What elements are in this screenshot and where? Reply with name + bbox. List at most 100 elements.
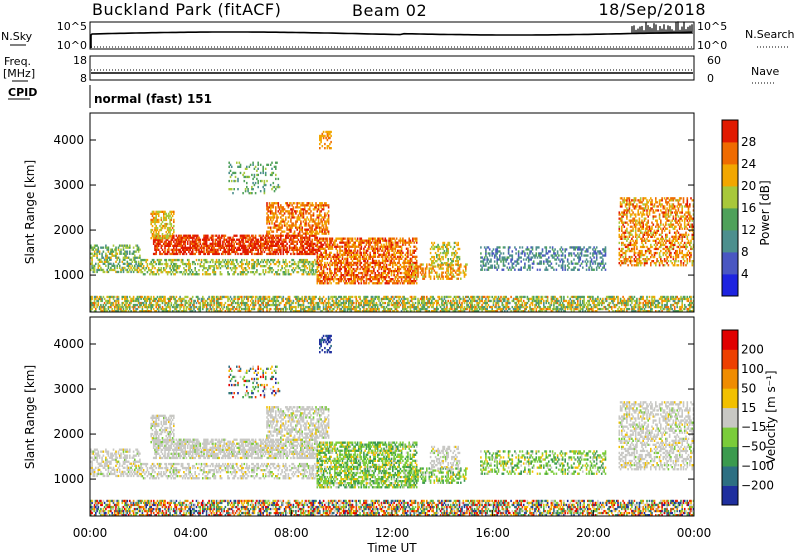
power-cell bbox=[374, 251, 376, 254]
power-cell bbox=[651, 225, 653, 228]
power-cell bbox=[309, 212, 311, 215]
power-cell bbox=[287, 220, 290, 223]
power-cell bbox=[252, 265, 254, 268]
power-cell bbox=[325, 224, 327, 227]
power-cell bbox=[326, 226, 329, 229]
power-cell bbox=[587, 254, 589, 257]
power-cell bbox=[212, 236, 214, 239]
power-cell bbox=[195, 250, 198, 254]
power-cell bbox=[116, 266, 118, 270]
power-cell bbox=[673, 207, 676, 210]
power-cell bbox=[453, 245, 456, 249]
power-cell bbox=[629, 221, 632, 224]
power-cell bbox=[209, 273, 212, 276]
power-cell bbox=[389, 263, 392, 267]
power-cell bbox=[639, 264, 642, 267]
power-cell bbox=[629, 231, 632, 234]
power-cell bbox=[205, 260, 208, 264]
power-cell bbox=[97, 264, 100, 267]
power-cell bbox=[592, 254, 594, 257]
power-cell bbox=[561, 252, 564, 255]
power-cell bbox=[594, 260, 597, 263]
power-cell bbox=[555, 268, 558, 271]
power-cell bbox=[203, 242, 205, 245]
power-cell bbox=[634, 225, 637, 228]
power-cell bbox=[175, 242, 178, 245]
power-cell bbox=[205, 271, 208, 274]
power-cell bbox=[282, 252, 285, 256]
power-cell bbox=[212, 240, 214, 243]
power-cell bbox=[264, 260, 267, 264]
power-cell bbox=[334, 243, 336, 246]
power-cell bbox=[208, 250, 210, 254]
power-cell bbox=[283, 262, 286, 266]
power-cell bbox=[154, 244, 156, 247]
power-cell bbox=[322, 243, 325, 246]
power-cell bbox=[668, 203, 671, 206]
power-cell bbox=[400, 257, 403, 260]
power-cell bbox=[368, 282, 370, 285]
power-cell bbox=[91, 266, 93, 270]
power-cell bbox=[364, 245, 366, 248]
power-cell bbox=[305, 222, 307, 225]
power-cell bbox=[173, 258, 175, 262]
power-cell bbox=[195, 258, 198, 262]
power-cell bbox=[655, 245, 657, 249]
power-cell bbox=[646, 213, 648, 216]
power-cell bbox=[210, 265, 213, 268]
power-cell bbox=[203, 238, 205, 241]
power-cell bbox=[157, 220, 160, 224]
power-cell bbox=[205, 250, 208, 254]
power-cell bbox=[622, 241, 624, 245]
power-cell bbox=[378, 255, 380, 258]
power-cell bbox=[288, 204, 291, 207]
power-cell bbox=[642, 223, 644, 226]
power-cell bbox=[305, 212, 307, 215]
power-cell bbox=[399, 237, 402, 240]
power-cell bbox=[166, 238, 169, 241]
power-cell bbox=[512, 262, 515, 265]
power-cell bbox=[434, 251, 437, 255]
power-cell bbox=[340, 259, 342, 263]
power-cell bbox=[306, 260, 308, 264]
power-cell bbox=[115, 270, 117, 274]
power-cell bbox=[151, 271, 154, 274]
power-cell bbox=[636, 233, 638, 236]
power-cell bbox=[184, 238, 186, 241]
power-cell bbox=[642, 225, 644, 228]
power-cell bbox=[651, 207, 653, 210]
power-cell bbox=[670, 221, 672, 224]
power-cell bbox=[175, 267, 178, 270]
power-cell bbox=[266, 204, 268, 207]
power-cell bbox=[106, 248, 108, 251]
power-cell bbox=[633, 258, 636, 261]
power-cell bbox=[317, 257, 320, 260]
power-cell bbox=[178, 250, 180, 254]
power-cell bbox=[302, 216, 305, 219]
power-cell bbox=[130, 258, 132, 261]
power-cell bbox=[157, 212, 160, 215]
power-cell bbox=[280, 238, 282, 241]
power-cell bbox=[118, 258, 121, 261]
power-cell bbox=[602, 262, 604, 265]
power-cell bbox=[156, 258, 159, 262]
power-cell bbox=[385, 263, 388, 267]
power-cell bbox=[171, 226, 174, 230]
power-cell bbox=[189, 252, 191, 256]
power-cell bbox=[186, 262, 189, 266]
power-cell bbox=[239, 273, 242, 276]
power-cell bbox=[124, 254, 126, 257]
power-cell bbox=[631, 260, 633, 263]
power-cell bbox=[266, 260, 268, 264]
power-cell bbox=[677, 241, 680, 245]
power-cell bbox=[363, 276, 365, 279]
power-cell bbox=[271, 210, 273, 213]
power-cell bbox=[638, 235, 641, 238]
power-cell bbox=[256, 265, 258, 268]
power-cell bbox=[175, 262, 178, 266]
power-cell bbox=[108, 258, 111, 261]
power-cell bbox=[96, 268, 98, 272]
power-cell bbox=[174, 238, 176, 241]
power-cell bbox=[168, 250, 170, 254]
power-cell bbox=[399, 267, 402, 271]
